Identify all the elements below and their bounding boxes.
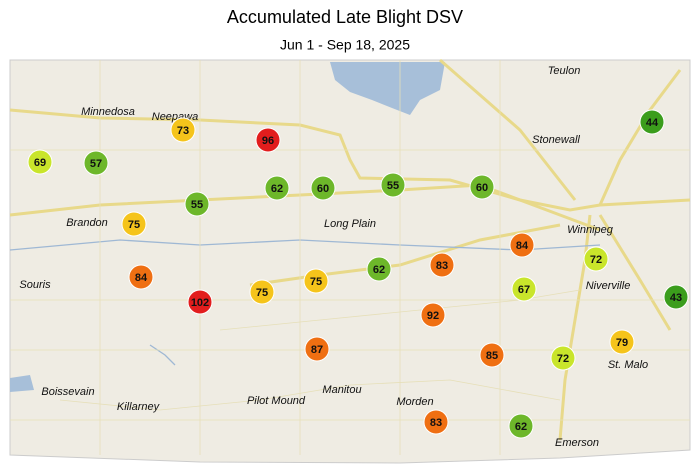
station-marker bbox=[550, 345, 576, 371]
station-marker bbox=[249, 279, 275, 305]
station-value: 102 bbox=[191, 297, 209, 309]
station-value: 96 bbox=[262, 135, 274, 147]
station-value: 75 bbox=[256, 287, 268, 299]
station-value: 67 bbox=[518, 284, 530, 296]
station-marker bbox=[83, 150, 109, 176]
station-value: 60 bbox=[476, 182, 488, 194]
place-label: Emerson bbox=[555, 437, 599, 449]
station-marker bbox=[509, 232, 535, 258]
station-marker bbox=[184, 191, 210, 217]
place-label: Teulon bbox=[548, 65, 581, 77]
place-label: Niverville bbox=[586, 280, 631, 292]
station-marker bbox=[423, 409, 449, 435]
station-marker bbox=[187, 289, 213, 315]
station-value: 92 bbox=[427, 310, 439, 322]
place-label: Long Plain bbox=[324, 218, 376, 230]
station-marker bbox=[310, 175, 336, 201]
place-label: Stonewall bbox=[532, 134, 580, 146]
station-value: 72 bbox=[557, 353, 569, 365]
place-label: Killarney bbox=[117, 401, 161, 413]
place-label: Brandon bbox=[66, 217, 108, 229]
station-marker bbox=[663, 284, 689, 310]
station-marker bbox=[121, 211, 147, 237]
station-value: 57 bbox=[90, 158, 102, 170]
station-value: 84 bbox=[135, 272, 148, 284]
subtitle: Jun 1 - Sep 18, 2025 bbox=[280, 37, 410, 53]
station-marker bbox=[583, 246, 609, 272]
station-marker bbox=[508, 413, 534, 439]
station-marker bbox=[609, 329, 635, 355]
place-label: Winnipeg bbox=[567, 224, 614, 236]
station-marker bbox=[303, 268, 329, 294]
place-label: St. Malo bbox=[608, 359, 648, 371]
station-marker bbox=[639, 109, 665, 135]
place-label: Boissevain bbox=[41, 386, 94, 398]
station-value: 83 bbox=[430, 417, 442, 429]
station-value: 62 bbox=[515, 421, 527, 433]
station-value: 60 bbox=[317, 183, 329, 195]
station-value: 84 bbox=[516, 240, 529, 252]
place-label: Manitou bbox=[322, 384, 361, 396]
station-marker bbox=[255, 127, 281, 153]
station-value: 85 bbox=[486, 350, 498, 362]
station-value: 75 bbox=[128, 219, 140, 231]
title: Accumulated Late Blight DSV bbox=[227, 7, 463, 27]
station-marker bbox=[264, 175, 290, 201]
station-value: 79 bbox=[616, 337, 628, 349]
station-marker bbox=[366, 256, 392, 282]
station-value: 62 bbox=[373, 264, 385, 276]
station-value: 75 bbox=[310, 276, 322, 288]
station-marker bbox=[170, 117, 196, 143]
place-label: Morden bbox=[396, 396, 433, 408]
station-marker bbox=[420, 302, 446, 328]
station-marker bbox=[479, 342, 505, 368]
place-label: Minnedosa bbox=[81, 106, 135, 118]
station-marker bbox=[128, 264, 154, 290]
station-value: 72 bbox=[590, 254, 602, 266]
station-value: 43 bbox=[670, 292, 682, 304]
station-marker bbox=[380, 172, 406, 198]
place-label: Pilot Mound bbox=[247, 395, 306, 407]
place-label: Souris bbox=[19, 279, 51, 291]
station-value: 62 bbox=[271, 183, 283, 195]
station-value: 87 bbox=[311, 344, 323, 356]
station-value: 83 bbox=[436, 260, 448, 272]
station-marker bbox=[429, 252, 455, 278]
station-value: 69 bbox=[34, 157, 46, 169]
station-value: 55 bbox=[191, 199, 203, 211]
station-value: 55 bbox=[387, 180, 399, 192]
station-value: 73 bbox=[177, 125, 189, 137]
station-marker bbox=[304, 336, 330, 362]
station-value: 44 bbox=[646, 117, 659, 129]
station-marker bbox=[27, 149, 53, 175]
station-marker bbox=[469, 174, 495, 200]
station-marker bbox=[511, 276, 537, 302]
basemap bbox=[9, 58, 691, 464]
